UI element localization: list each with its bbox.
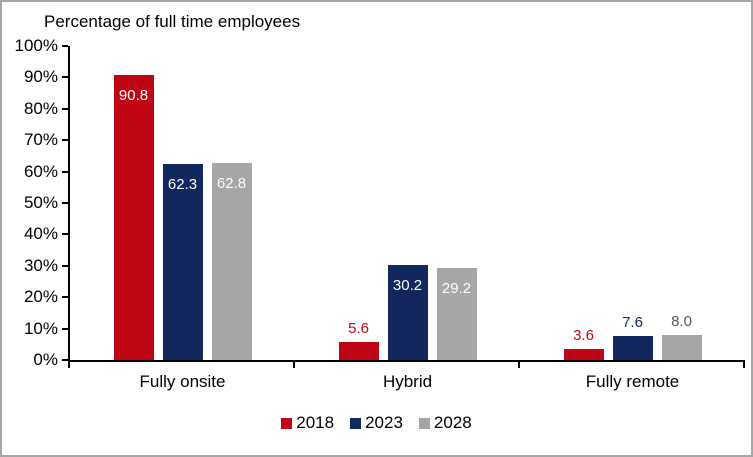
legend-item-2018: 2018 bbox=[281, 413, 334, 433]
y-axis-tick-label: 40% bbox=[23, 224, 58, 244]
bar-group-fully-onsite: 90.8 62.3 62.8 bbox=[70, 46, 295, 360]
y-axis-tick-label: 80% bbox=[23, 98, 58, 118]
y-axis-tick bbox=[62, 170, 68, 173]
bar-2018-hybrid: 5.6 bbox=[338, 320, 379, 360]
legend: 2018 2023 2028 bbox=[2, 413, 751, 433]
y-axis-tick bbox=[62, 202, 68, 204]
legend-item-2028: 2028 bbox=[418, 413, 472, 433]
bar-2023-fully-remote: 7.6 bbox=[612, 314, 653, 360]
y-axis-tick-label: 0% bbox=[33, 350, 58, 369]
legend-swatch-icon bbox=[418, 417, 430, 429]
y-axis-tick bbox=[62, 296, 68, 299]
x-axis-tick bbox=[518, 362, 520, 368]
bar-2018-fully-remote: 3.6 bbox=[563, 327, 604, 360]
bar-value-label: 3.6 bbox=[573, 326, 594, 344]
y-axis-tick bbox=[62, 76, 68, 79]
bar-value-label: 29.2 bbox=[441, 280, 472, 298]
y-axis-tick-label: 20% bbox=[23, 287, 58, 307]
bar-value-label: 5.6 bbox=[348, 320, 369, 338]
y-axis-tick-label: 70% bbox=[23, 130, 58, 150]
y-axis-tick-label: 50% bbox=[23, 193, 58, 212]
bar-value-label: 30.2 bbox=[392, 277, 423, 295]
y-axis-tick bbox=[62, 233, 68, 236]
y-axis-tick bbox=[62, 359, 68, 361]
y-axis-tick-label: 100% bbox=[14, 36, 58, 55]
x-axis-tick bbox=[293, 362, 295, 368]
bar-2028-fully-onsite: 62.8 bbox=[211, 162, 252, 360]
bar-2028-hybrid: 29.2 bbox=[436, 268, 477, 360]
y-axis-tick-label: 60% bbox=[23, 161, 58, 181]
y-axis-tick bbox=[62, 327, 68, 330]
bar-value-label: 7.6 bbox=[622, 314, 643, 332]
bar-value-label: 90.8 bbox=[118, 86, 149, 104]
bar-2018-fully-onsite: 90.8 bbox=[113, 74, 154, 360]
bar-value-label: 62.8 bbox=[216, 174, 247, 192]
plot-area: 0% 10% 20% 30% 40% 50% 60% 70% 80% 90% 100% 90.8 62.… bbox=[15, 36, 745, 391]
category-label-fully-onsite: Fully onsite bbox=[139, 372, 226, 391]
category-label-hybrid: Hybrid bbox=[382, 372, 433, 391]
y-axis-tick bbox=[62, 264, 68, 267]
y-axis-tick-label: 10% bbox=[23, 318, 58, 338]
legend-label: 2028 bbox=[433, 413, 472, 432]
legend-swatch-icon bbox=[281, 417, 293, 429]
bar-2023-hybrid: 30.2 bbox=[387, 265, 428, 360]
y-axis-tick-label: 30% bbox=[23, 255, 58, 275]
legend-label: 2023 bbox=[365, 413, 403, 432]
bar-2023-fully-onsite: 62.3 bbox=[162, 164, 203, 360]
bar-2028-fully-remote: 8.0 bbox=[661, 313, 702, 360]
chart-title: Percentage of full time employees bbox=[44, 12, 301, 31]
legend-swatch-icon bbox=[350, 417, 362, 429]
bar-value-label: 8.0 bbox=[671, 312, 692, 330]
y-axis-tick bbox=[62, 139, 68, 142]
category-label-fully-remote: Fully remote bbox=[585, 372, 680, 391]
y-axis-tick bbox=[62, 45, 68, 47]
bar-group-hybrid: 5.6 30.2 29.2 bbox=[295, 46, 520, 360]
x-axis-tick bbox=[68, 362, 70, 368]
y-axis-tick bbox=[62, 107, 68, 110]
y-axis-tick-label: 90% bbox=[23, 67, 58, 87]
x-axis-tick bbox=[743, 362, 745, 368]
bar-value-label: 62.3 bbox=[167, 176, 198, 194]
legend-item-2023: 2023 bbox=[350, 413, 403, 433]
legend-label: 2018 bbox=[296, 413, 335, 432]
bar-group-fully-remote: 3.6 7.6 8.0 bbox=[520, 46, 745, 360]
